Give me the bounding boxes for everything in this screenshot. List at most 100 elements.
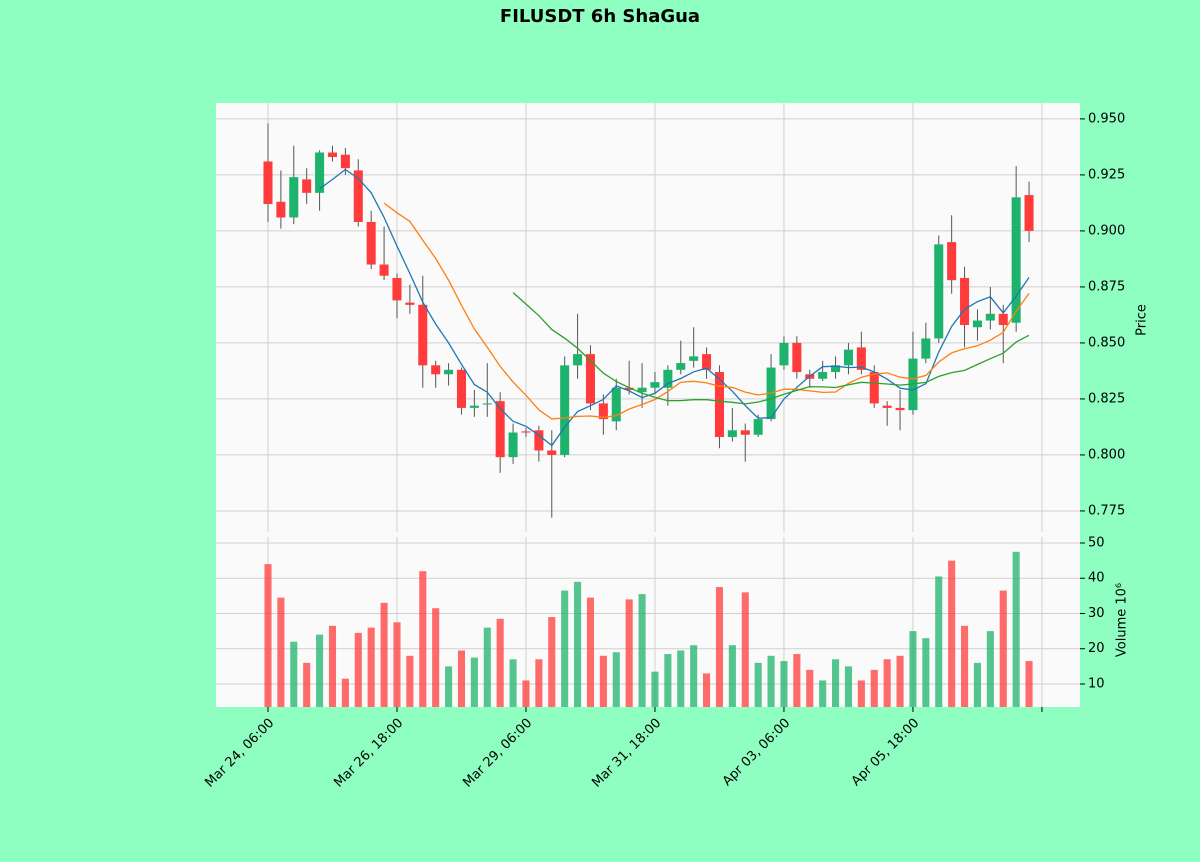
volume-bar	[483, 627, 491, 707]
volume-bar	[277, 597, 285, 707]
volume-bar	[651, 671, 659, 707]
candle-body	[456, 369, 466, 408]
volume-bar	[844, 666, 853, 707]
volume-bar	[432, 608, 440, 707]
volume-bar	[367, 627, 375, 707]
volume-bar	[728, 645, 736, 707]
volume-bar	[586, 597, 595, 707]
candle-body	[779, 342, 789, 366]
volume-bar	[780, 661, 788, 707]
volume-bar	[793, 654, 801, 707]
volume-bar	[548, 617, 556, 707]
candle-body	[895, 407, 905, 411]
volume-bar	[806, 669, 814, 707]
volume-bar	[857, 680, 865, 707]
candle-body	[392, 277, 402, 301]
y-tick-label: 0.925	[1088, 167, 1125, 182]
volume-bar	[973, 662, 981, 707]
volume-tick-label: 40	[1088, 571, 1105, 586]
candle-body	[831, 365, 841, 373]
volume-bar	[896, 655, 904, 707]
candle-body	[405, 302, 415, 305]
volume-bar	[677, 650, 685, 707]
candle-body	[843, 349, 853, 366]
candle-body	[727, 430, 737, 438]
candle-body	[418, 304, 428, 366]
candle-body	[366, 221, 376, 265]
volume-tick-label: 20	[1088, 641, 1105, 656]
candle-body	[379, 264, 389, 276]
candle-body	[1024, 195, 1034, 231]
volume-bar	[638, 594, 646, 707]
candle-body	[663, 369, 673, 388]
candle-body	[972, 320, 982, 328]
candle-body	[624, 387, 634, 390]
volume-tick-label: 30	[1088, 606, 1105, 621]
candle-body	[340, 154, 350, 169]
candle-body	[702, 354, 712, 370]
volume-bar	[496, 618, 504, 707]
volume-bar	[574, 581, 582, 707]
candle-body	[495, 401, 505, 458]
volume-bar	[625, 599, 633, 707]
volume-bar	[457, 650, 466, 707]
volume-bar	[703, 673, 711, 707]
volume-bar	[561, 590, 569, 707]
candle-body	[689, 356, 699, 361]
candle-body	[263, 161, 273, 205]
volume-bar	[470, 657, 478, 707]
candle-body	[998, 313, 1008, 326]
volume-bar	[715, 587, 724, 707]
candle-body	[650, 382, 660, 388]
candle-body	[869, 372, 879, 404]
volume-bar	[986, 631, 994, 707]
volume-bar	[948, 560, 956, 707]
candle-body	[947, 242, 957, 281]
volume-bar	[922, 638, 930, 707]
volume-bar	[264, 564, 272, 707]
candle-body	[327, 152, 337, 157]
candle-body	[740, 430, 750, 435]
candle-body	[1011, 197, 1021, 323]
volume-bar	[935, 576, 943, 707]
volume-bar	[328, 625, 337, 707]
volume-bar	[832, 659, 840, 707]
candle-body	[534, 430, 544, 451]
volume-bar	[767, 655, 775, 707]
candle-body	[353, 170, 363, 222]
moving-average	[319, 168, 1030, 447]
candle-body	[289, 177, 299, 218]
volume-bar	[1025, 661, 1033, 707]
candle-body	[637, 387, 647, 393]
candle-body	[960, 277, 970, 326]
volume-bar	[690, 645, 698, 707]
panel-gap	[216, 532, 1080, 537]
volume-bar	[961, 625, 969, 707]
y-axis-label: Price	[1135, 304, 1150, 336]
candle-body	[792, 342, 802, 373]
y-tick-label: 0.900	[1088, 223, 1125, 238]
candle-body	[276, 201, 286, 218]
volume-axis-label: Volume 10⁶	[1115, 583, 1130, 657]
candle-body	[469, 405, 479, 408]
candle-body	[611, 387, 621, 422]
chart-title: FILUSDT 6h ShaGua	[500, 6, 700, 27]
candle-body	[753, 419, 763, 435]
volume-bar	[316, 634, 324, 707]
volume-bar	[909, 631, 917, 707]
candle-body	[818, 372, 828, 379]
candle-body	[431, 365, 441, 375]
candle-body	[921, 338, 931, 359]
moving-average	[512, 292, 1030, 405]
volume-bar	[1012, 551, 1020, 707]
y-tick-label: 0.825	[1088, 391, 1125, 406]
candle-body	[302, 179, 312, 193]
volume-bar	[419, 571, 427, 707]
volume-bar	[406, 655, 414, 707]
volume-tick-label: 10	[1088, 676, 1105, 691]
volume-bar	[522, 680, 530, 707]
volume-bar	[754, 662, 762, 707]
candle-body	[882, 405, 892, 408]
volume-bar	[664, 654, 672, 707]
y-tick-label: 0.800	[1088, 447, 1125, 462]
